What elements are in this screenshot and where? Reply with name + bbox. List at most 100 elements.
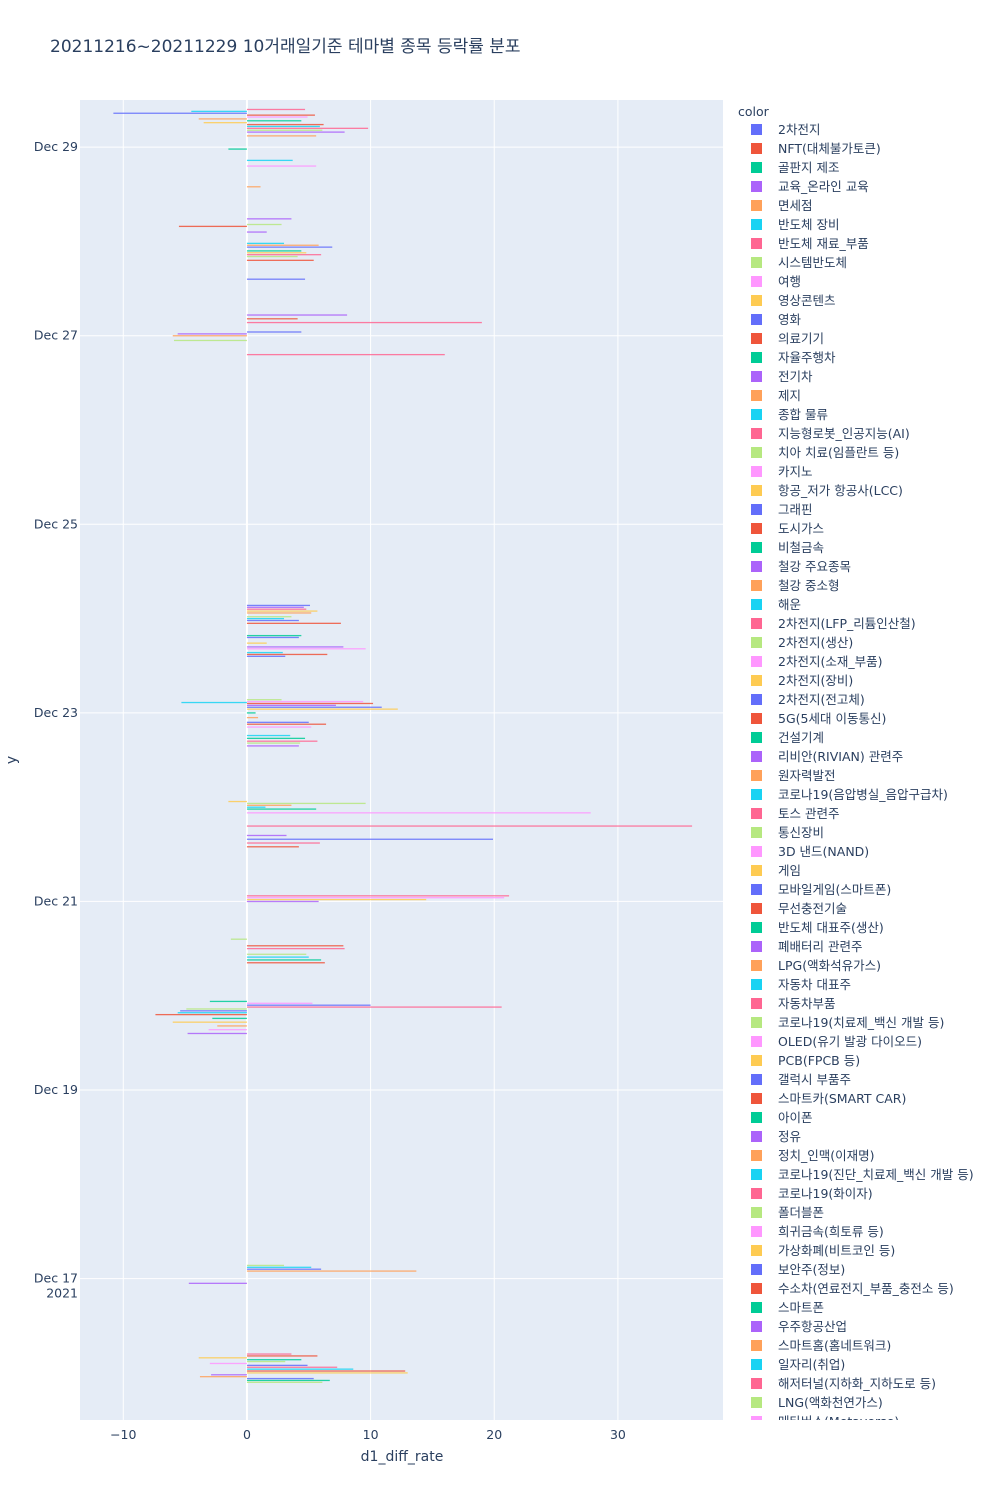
legend-item[interactable]: 가상화폐(비트코인 등) bbox=[738, 1241, 1000, 1260]
legend-swatch bbox=[751, 1321, 762, 1332]
legend-item[interactable]: 메타버스(Metaverse) bbox=[738, 1412, 1000, 1420]
legend-item[interactable]: 철강 주요종목 bbox=[738, 557, 1000, 576]
legend-swatch bbox=[751, 694, 762, 705]
legend-item[interactable]: NFT(대체불가토큰) bbox=[738, 139, 1000, 158]
legend-item[interactable]: 면세점 bbox=[738, 196, 1000, 215]
legend-item[interactable]: 영화 bbox=[738, 310, 1000, 329]
legend-swatch bbox=[751, 808, 762, 819]
legend-item[interactable]: 정치_인맥(이재명) bbox=[738, 1146, 1000, 1165]
legend-label: 반도체 장비 bbox=[778, 217, 840, 232]
legend-item[interactable]: 수소차(연료전지_부품_충전소 등) bbox=[738, 1279, 1000, 1298]
legend-swatch bbox=[751, 903, 762, 914]
legend-swatch bbox=[751, 1207, 762, 1218]
legend-item[interactable]: 카지노 bbox=[738, 462, 1000, 481]
legend-swatch bbox=[751, 1074, 762, 1085]
legend-swatch bbox=[751, 200, 762, 211]
legend-item[interactable]: 의료기기 bbox=[738, 329, 1000, 348]
legend-item[interactable]: 자율주행차 bbox=[738, 348, 1000, 367]
legend-item[interactable]: 2차전지 bbox=[738, 120, 1000, 139]
legend-item[interactable]: 2차전지(장비) bbox=[738, 671, 1000, 690]
legend-item[interactable]: 코로나19(화이자) bbox=[738, 1184, 1000, 1203]
legend-item[interactable]: 코로나19(치료제_백신 개발 등) bbox=[738, 1013, 1000, 1032]
legend-swatch bbox=[751, 1093, 762, 1104]
legend-item[interactable]: LPG(액화석유가스) bbox=[738, 956, 1000, 975]
legend-item[interactable]: 희귀금속(희토류 등) bbox=[738, 1222, 1000, 1241]
legend-item[interactable]: 3D 낸드(NAND) bbox=[738, 842, 1000, 861]
x-tick-label: 0 bbox=[243, 1427, 251, 1442]
legend-item[interactable]: 반도체 장비 bbox=[738, 215, 1000, 234]
legend-item[interactable]: PCB(FPCB 등) bbox=[738, 1051, 1000, 1070]
bar bbox=[208, 1029, 247, 1031]
legend-item[interactable]: 반도체 재료_부품 bbox=[738, 234, 1000, 253]
legend-item[interactable]: 폐배터리 관련주 bbox=[738, 937, 1000, 956]
legend-item[interactable]: 제지 bbox=[738, 386, 1000, 405]
legend-item[interactable]: 자동차부품 bbox=[738, 994, 1000, 1013]
bar bbox=[246, 846, 299, 848]
legend-item[interactable]: 치아 치료(임플란트 등) bbox=[738, 443, 1000, 462]
legend-item[interactable]: 2차전지(LFP_리튬인산철) bbox=[738, 614, 1000, 633]
legend-swatch bbox=[751, 580, 762, 591]
legend-item[interactable]: 5G(5세대 이동통신) bbox=[738, 709, 1000, 728]
legend-item[interactable]: 우주항공산업 bbox=[738, 1317, 1000, 1336]
legend-item[interactable]: 항공_저가 항공사(LCC) bbox=[738, 481, 1000, 500]
legend-item[interactable]: 토스 관련주 bbox=[738, 804, 1000, 823]
legend-item[interactable]: 건설기계 bbox=[738, 728, 1000, 747]
bar bbox=[246, 1006, 502, 1008]
legend-item[interactable]: 종합 물류 bbox=[738, 405, 1000, 424]
legend-label: 자동차부품 bbox=[778, 996, 836, 1011]
legend-item[interactable]: 2차전지(생산) bbox=[738, 633, 1000, 652]
legend-item[interactable]: 시스템반도체 bbox=[738, 253, 1000, 272]
legend-swatch bbox=[751, 1188, 762, 1199]
legend-item[interactable]: 도시가스 bbox=[738, 519, 1000, 538]
bar bbox=[212, 1017, 247, 1020]
legend-item[interactable]: 철강 중소형 bbox=[738, 576, 1000, 595]
legend-item[interactable]: 코로나19(음압병실_음압구급차) bbox=[738, 785, 1000, 804]
legend-item[interactable]: 영상콘텐츠 bbox=[738, 291, 1000, 310]
bar bbox=[246, 808, 317, 810]
bar bbox=[246, 953, 307, 955]
legend-item[interactable]: 반도체 대표주(생산) bbox=[738, 918, 1000, 937]
legend-item[interactable]: 해운 bbox=[738, 595, 1000, 614]
y-tick-label: Dec 23 bbox=[34, 705, 78, 720]
legend-item[interactable]: 갤럭시 부품주 bbox=[738, 1070, 1000, 1089]
legend-item[interactable]: 무선충전기술 bbox=[738, 899, 1000, 918]
legend-item[interactable]: 폴더블폰 bbox=[738, 1203, 1000, 1222]
legend-item[interactable]: 그래핀 bbox=[738, 500, 1000, 519]
legend-item[interactable]: 스마트카(SMART CAR) bbox=[738, 1089, 1000, 1108]
legend-item[interactable]: 모바일게임(스마트폰) bbox=[738, 880, 1000, 899]
bar bbox=[246, 617, 285, 620]
legend-item[interactable]: 골판지 제조 bbox=[738, 158, 1000, 177]
legend-item[interactable]: 아이폰 bbox=[738, 1108, 1000, 1127]
legend-item[interactable]: 게임 bbox=[738, 861, 1000, 880]
legend-item[interactable]: 교육_온라인 교육 bbox=[738, 177, 1000, 196]
legend-item[interactable]: 지능형로봇_인공지능(AI) bbox=[738, 424, 1000, 443]
legend-item[interactable]: 전기차 bbox=[738, 367, 1000, 386]
legend-item[interactable]: 스마트홈(홈네트워크) bbox=[738, 1336, 1000, 1355]
legend-swatch bbox=[751, 846, 762, 857]
bar bbox=[246, 1368, 354, 1370]
legend-item[interactable]: 자동차 대표주 bbox=[738, 975, 1000, 994]
legend-item[interactable]: 2차전지(소재_부품) bbox=[738, 652, 1000, 671]
legend-swatch bbox=[751, 770, 762, 781]
legend-item[interactable]: 코로나19(진단_치료제_백신 개발 등) bbox=[738, 1165, 1000, 1184]
bar bbox=[246, 962, 325, 964]
legend-item[interactable]: 2차전지(전고체) bbox=[738, 690, 1000, 709]
legend-item[interactable]: 원자력발전 bbox=[738, 766, 1000, 785]
legend-item[interactable]: 여행 bbox=[738, 272, 1000, 291]
legend-item[interactable]: 해저터널(지하화_지하도로 등) bbox=[738, 1374, 1000, 1393]
legend-item[interactable]: LNG(액화천연가스) bbox=[738, 1393, 1000, 1412]
legend-item[interactable]: 통신장비 bbox=[738, 823, 1000, 842]
legend-swatch bbox=[751, 162, 762, 173]
y-tick-label: Dec 25 bbox=[34, 516, 78, 531]
legend-item[interactable]: 스마트폰 bbox=[738, 1298, 1000, 1317]
legend-item[interactable]: 보안주(정보) bbox=[738, 1260, 1000, 1279]
legend-item[interactable]: 정유 bbox=[738, 1127, 1000, 1146]
legend-item[interactable]: OLED(유기 발광 다이오드) bbox=[738, 1032, 1000, 1051]
legend-item[interactable]: 일자리(취업) bbox=[738, 1355, 1000, 1374]
bar bbox=[155, 1013, 247, 1016]
bar bbox=[209, 1362, 247, 1365]
legend-item[interactable]: 리비안(RIVIAN) 관련주 bbox=[738, 747, 1000, 766]
legend-item[interactable]: 비철금속 bbox=[738, 538, 1000, 557]
bar bbox=[246, 244, 319, 246]
